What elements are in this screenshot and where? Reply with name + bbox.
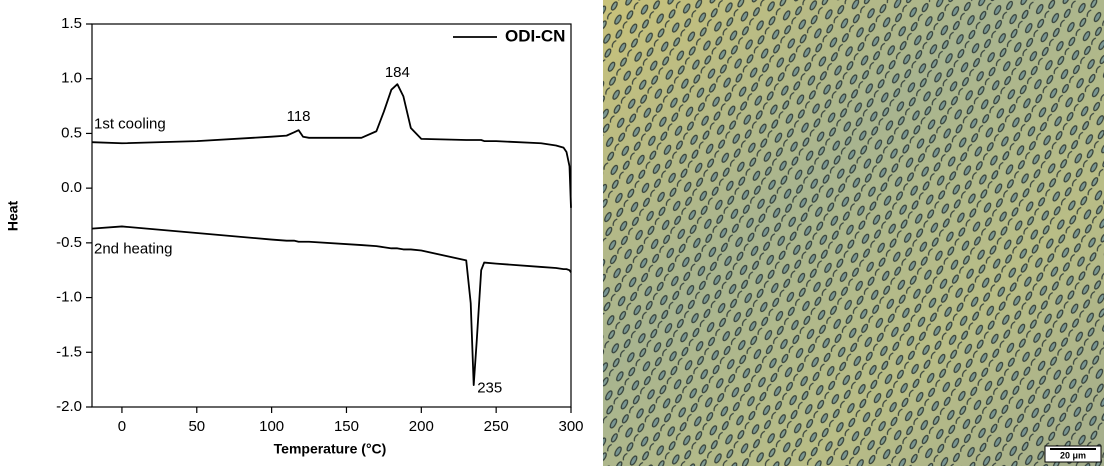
x-tick-label: 50 xyxy=(188,418,205,435)
y-tick-label: -0.5 xyxy=(56,234,82,251)
y-tick-label: 1.5 xyxy=(61,15,82,32)
y-tick-label: 0.0 xyxy=(61,179,82,196)
micrograph-texture xyxy=(603,0,1104,466)
peak-label: 118 xyxy=(287,108,311,125)
x-tick-label: 150 xyxy=(334,418,359,435)
x-tick-label: 300 xyxy=(558,418,583,435)
y-tick-label: -1.0 xyxy=(56,289,82,306)
scale-bar-label: 20 μm xyxy=(1060,450,1086,460)
peak-label: 184 xyxy=(385,64,410,81)
peak-label: 235 xyxy=(477,379,502,396)
series-line xyxy=(91,225,572,387)
curve-annotation: 2nd heating xyxy=(94,240,172,257)
x-axis-label: Temperature (°C) xyxy=(274,441,387,457)
x-tick-label: 0 xyxy=(118,418,126,435)
series-line xyxy=(91,83,572,208)
legend-label: ODI-CN xyxy=(505,26,565,45)
micrograph: 20 μm xyxy=(603,0,1104,466)
plot-frame xyxy=(91,23,572,408)
y-tick-label: 0.5 xyxy=(61,124,82,141)
y-tick-label: -1.5 xyxy=(56,343,82,360)
y-tick-label: 1.0 xyxy=(61,70,82,87)
curve-annotation: 1st cooling xyxy=(94,116,166,133)
y-tick-label: -2.0 xyxy=(56,398,82,415)
x-tick-label: 250 xyxy=(484,418,509,435)
y-axis-label: Heat xyxy=(5,200,21,231)
x-tick-label: 200 xyxy=(409,418,434,435)
x-tick-label: 100 xyxy=(259,418,284,435)
